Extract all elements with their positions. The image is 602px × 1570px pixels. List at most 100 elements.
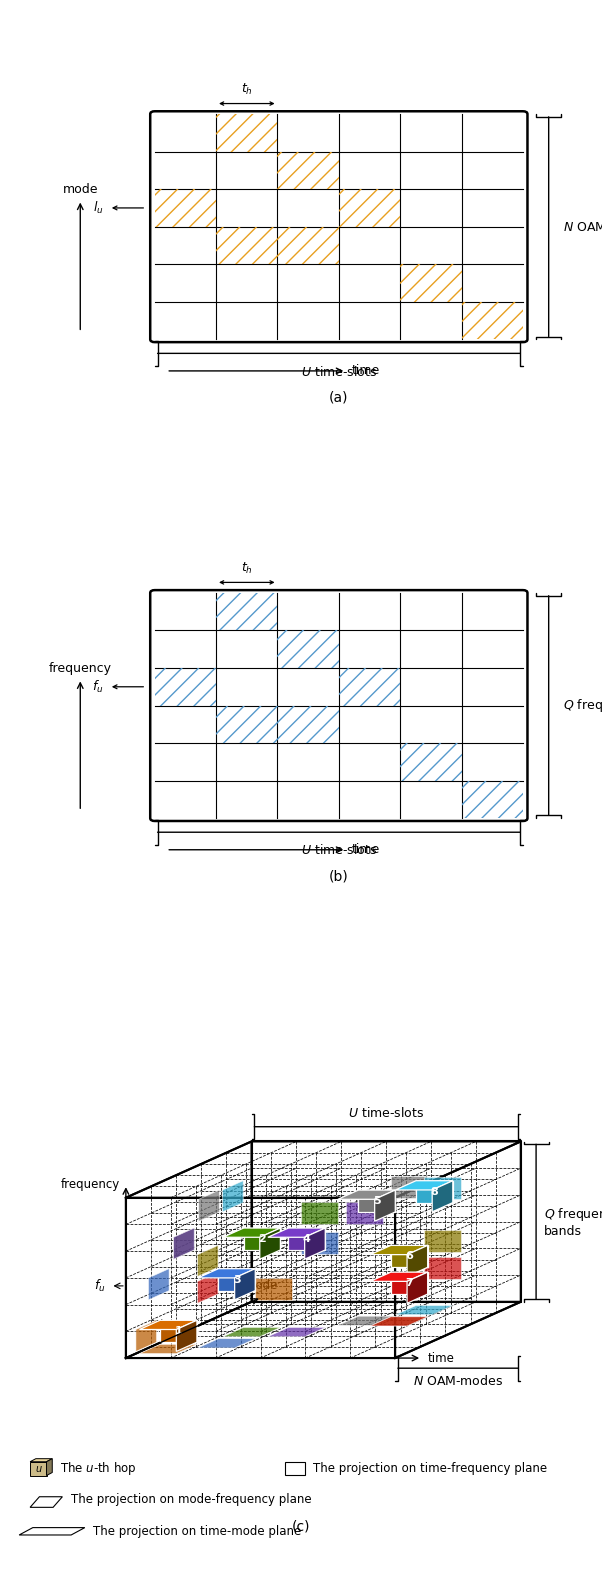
- Bar: [400, 743, 462, 780]
- Polygon shape: [338, 1316, 396, 1325]
- Polygon shape: [391, 1272, 427, 1294]
- Polygon shape: [136, 1320, 157, 1352]
- Text: frequency: frequency: [61, 1178, 120, 1190]
- FancyBboxPatch shape: [150, 590, 527, 821]
- Polygon shape: [30, 1462, 46, 1476]
- Text: The projection on time-mode plane: The projection on time-mode plane: [93, 1524, 301, 1537]
- Text: $N$ OAM-modes: $N$ OAM-modes: [413, 1374, 503, 1388]
- Polygon shape: [396, 1181, 453, 1190]
- Text: mode: mode: [245, 1280, 278, 1292]
- Text: 5: 5: [373, 1196, 380, 1206]
- Bar: [216, 226, 278, 264]
- Polygon shape: [197, 1272, 218, 1303]
- Polygon shape: [432, 1181, 453, 1212]
- Text: $Q$ frequency
bands: $Q$ frequency bands: [544, 1206, 602, 1237]
- FancyBboxPatch shape: [150, 111, 527, 342]
- Text: $f_u$: $f_u$: [93, 1278, 105, 1294]
- Text: $U$ time-slots: $U$ time-slots: [300, 843, 377, 857]
- Bar: [339, 188, 400, 226]
- Text: $t_h$: $t_h$: [241, 560, 253, 576]
- Bar: [400, 264, 462, 301]
- Text: 6: 6: [405, 1251, 413, 1261]
- Text: 7: 7: [405, 1278, 413, 1287]
- Text: $U$ time-slots: $U$ time-slots: [300, 364, 377, 378]
- Text: (b): (b): [329, 870, 349, 882]
- Polygon shape: [223, 1181, 243, 1212]
- Polygon shape: [30, 1459, 52, 1462]
- Text: $t_h$: $t_h$: [241, 82, 253, 97]
- Bar: [216, 115, 278, 152]
- Text: $f_u$: $f_u$: [92, 678, 103, 696]
- Polygon shape: [288, 1228, 325, 1250]
- Bar: [216, 705, 278, 743]
- Polygon shape: [46, 1459, 52, 1476]
- Polygon shape: [244, 1228, 281, 1250]
- Text: frequency: frequency: [49, 663, 112, 675]
- Polygon shape: [424, 1258, 461, 1280]
- Polygon shape: [198, 1339, 255, 1349]
- Polygon shape: [268, 1228, 325, 1237]
- Polygon shape: [301, 1232, 338, 1254]
- Polygon shape: [160, 1320, 197, 1342]
- Text: time: time: [427, 1352, 455, 1364]
- Text: u: u: [36, 1463, 42, 1474]
- Polygon shape: [255, 1278, 292, 1300]
- Polygon shape: [260, 1228, 281, 1259]
- Bar: [462, 301, 523, 339]
- Polygon shape: [198, 1269, 255, 1278]
- Polygon shape: [199, 1190, 219, 1221]
- Polygon shape: [223, 1328, 281, 1336]
- Text: $l_u$: $l_u$: [93, 199, 103, 217]
- Text: $l_u$: $l_u$: [158, 1319, 169, 1334]
- Polygon shape: [407, 1245, 427, 1276]
- Text: mode: mode: [63, 184, 98, 196]
- Text: 2: 2: [258, 1234, 266, 1243]
- Polygon shape: [358, 1190, 396, 1212]
- Polygon shape: [391, 1245, 427, 1267]
- Text: The projection on mode-frequency plane: The projection on mode-frequency plane: [71, 1493, 312, 1507]
- Polygon shape: [370, 1317, 427, 1327]
- Polygon shape: [305, 1228, 325, 1259]
- Polygon shape: [374, 1190, 396, 1221]
- Polygon shape: [173, 1228, 194, 1259]
- Polygon shape: [370, 1317, 427, 1327]
- Polygon shape: [176, 1320, 197, 1352]
- Text: 1: 1: [175, 1327, 182, 1336]
- Polygon shape: [338, 1190, 396, 1199]
- Polygon shape: [424, 1231, 461, 1253]
- Polygon shape: [173, 1228, 194, 1259]
- Polygon shape: [140, 1320, 197, 1330]
- Text: (c): (c): [292, 1520, 310, 1534]
- Text: $Q$ frequency bands: $Q$ frequency bands: [563, 697, 602, 714]
- Polygon shape: [424, 1178, 461, 1199]
- Bar: [278, 152, 339, 188]
- Polygon shape: [19, 1528, 85, 1535]
- Bar: [462, 780, 523, 818]
- Polygon shape: [140, 1344, 197, 1353]
- Text: The $u$-th hop: The $u$-th hop: [60, 1460, 137, 1477]
- Polygon shape: [223, 1228, 281, 1237]
- Polygon shape: [416, 1181, 453, 1203]
- Bar: [278, 226, 339, 264]
- Bar: [155, 188, 216, 226]
- Text: (a): (a): [329, 391, 349, 403]
- Bar: [216, 593, 278, 631]
- Polygon shape: [30, 1496, 63, 1507]
- Polygon shape: [396, 1306, 453, 1314]
- Polygon shape: [235, 1269, 255, 1300]
- Polygon shape: [197, 1245, 218, 1276]
- Bar: [278, 705, 339, 743]
- Polygon shape: [370, 1245, 427, 1254]
- Text: 3: 3: [233, 1275, 241, 1284]
- Polygon shape: [301, 1203, 338, 1225]
- Bar: [155, 667, 216, 705]
- Polygon shape: [370, 1272, 427, 1281]
- Text: $U$ time-slots: $U$ time-slots: [348, 1105, 424, 1119]
- Bar: [339, 667, 400, 705]
- Bar: [278, 631, 339, 667]
- Bar: [285, 1462, 305, 1476]
- Text: time: time: [352, 364, 380, 377]
- Polygon shape: [391, 1176, 427, 1198]
- Polygon shape: [149, 1269, 169, 1300]
- Text: 8: 8: [430, 1187, 438, 1196]
